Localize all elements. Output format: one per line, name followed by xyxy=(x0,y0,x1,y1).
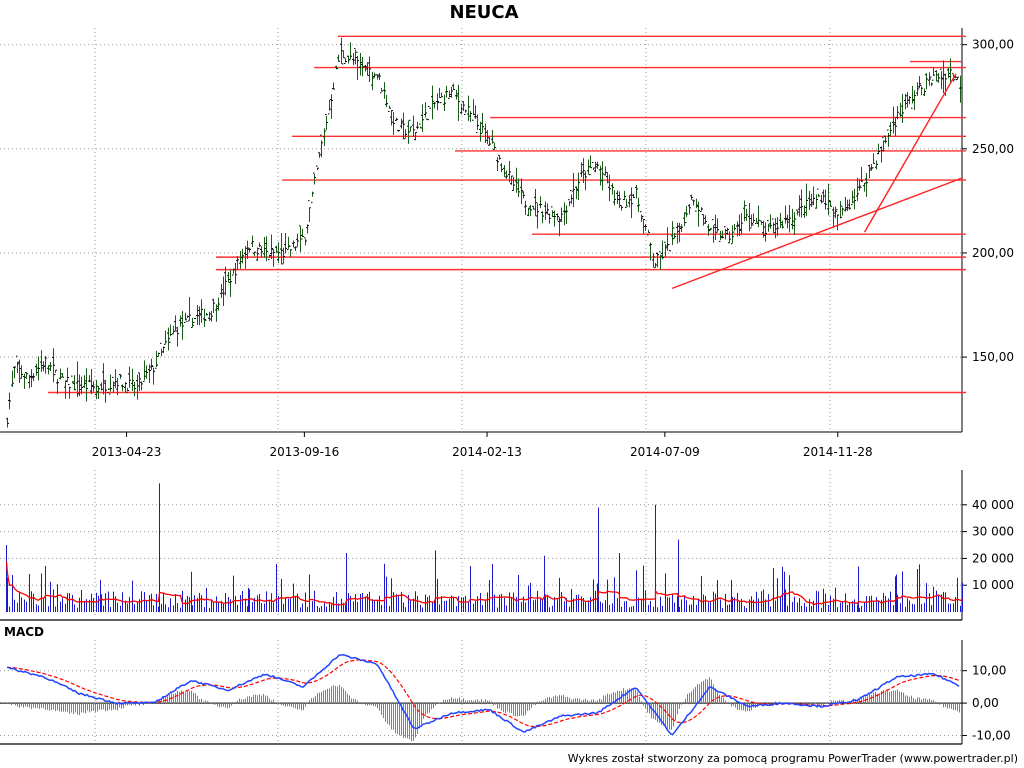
macd-signal-line xyxy=(6,659,960,728)
price-tick-label-1: 200,00 xyxy=(972,246,1014,260)
trend-line-1 xyxy=(863,73,957,233)
price-panel: 150,00 200,00 250,00 300,00 2013-04-23 2013-0… xyxy=(0,28,1014,459)
volume-tick-label-0: 10 000 xyxy=(972,578,1014,592)
volume-tick-label-1: 20 000 xyxy=(972,551,1014,565)
x-tick-label-3: 2014-07-09 xyxy=(630,445,700,459)
volume-tick-label-2: 30 000 xyxy=(972,525,1014,539)
macd-tick-label-0: -10,00 xyxy=(972,729,1011,743)
volume-average-line xyxy=(5,561,963,606)
macd-panel: -10,00 0,00 10,00 xyxy=(0,640,1011,745)
macd-label: MACD xyxy=(4,625,44,639)
footer-credit: Wykres został stworzony za pomocą progra… xyxy=(568,752,1018,765)
volume-tick-label-3: 40 000 xyxy=(972,498,1014,512)
volume-panel: 10 000 20 000 30 000 40 000 xyxy=(0,470,1014,621)
macd-line xyxy=(6,654,960,735)
price-tick-label-3: 300,00 xyxy=(972,38,1014,52)
trend-line-0 xyxy=(671,177,963,290)
price-tick-label-2: 250,00 xyxy=(972,142,1014,156)
chart-title: NEUCA xyxy=(449,2,518,23)
price-tick-label-0: 150,00 xyxy=(972,350,1014,364)
x-tick-label-0: 2013-04-23 xyxy=(92,445,162,459)
macd-tick-label-2: 10,00 xyxy=(972,664,1006,678)
macd-tick-label-1: 0,00 xyxy=(972,696,999,710)
x-tick-label-2: 2014-02-13 xyxy=(452,445,522,459)
x-tick-label-1: 2013-09-16 xyxy=(269,445,339,459)
x-tick-label-4: 2014-11-28 xyxy=(803,445,873,459)
